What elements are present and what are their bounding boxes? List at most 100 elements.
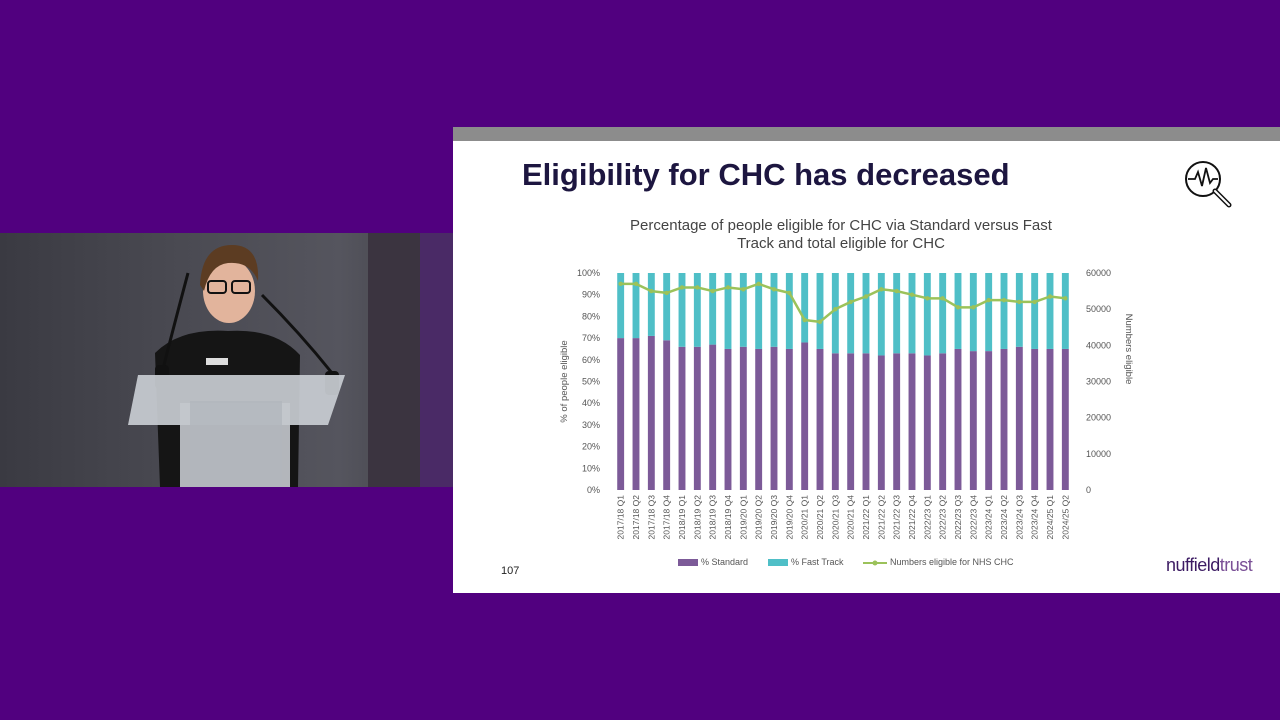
numbers-eligible-point (664, 290, 669, 296)
bar-standard (1015, 346, 1023, 490)
bar-standard (985, 351, 993, 490)
x-tick-label: 2022/23 Q3 (953, 495, 963, 540)
y-tick-label: 90% (582, 290, 600, 300)
bar-standard (617, 338, 625, 490)
x-tick-label: 2023/24 Q4 (1030, 495, 1040, 540)
search-pulse-icon (1185, 161, 1232, 208)
legend-numbers-eligible: Numbers eligible for NHS CHC (863, 557, 1014, 567)
numbers-eligible-point (756, 281, 761, 287)
x-tick-label: 2024/25 Q2 (1060, 495, 1070, 540)
bar-standard (831, 353, 839, 490)
y-tick-label: 80% (582, 311, 600, 321)
x-tick-label: 2021/22 Q4 (907, 495, 917, 540)
numbers-eligible-point (802, 317, 807, 323)
x-tick-label: 2017/18 Q4 (662, 495, 672, 540)
y-tick-label: 70% (582, 333, 600, 343)
x-tick-label: 2018/19 Q4 (723, 495, 733, 540)
numbers-eligible-point (971, 305, 976, 310)
bar-fast-track (739, 273, 747, 347)
bar-standard (724, 348, 732, 490)
chart: 0% 10% 20% 30% 40% 50% 60% 70% 80% 90% 100% 0 10000 2… (559, 268, 1134, 540)
numbers-eligible-point (833, 306, 838, 312)
x-tick-label: 2022/23 Q1 (922, 495, 932, 540)
numbers-eligible-point (771, 287, 777, 292)
x-tick-label: 2021/22 Q3 (892, 495, 902, 540)
bar-fast-track (678, 273, 686, 347)
x-tick-label: 2022/23 Q4 (968, 495, 978, 540)
y-tick-label: 40% (582, 398, 600, 408)
numbers-eligible-point (649, 288, 654, 294)
y2-tick-label: 50000 (1086, 304, 1111, 314)
bar-fast-track (847, 273, 855, 354)
bar-fast-track (1000, 273, 1008, 349)
numbers-eligible-point (909, 292, 915, 297)
y-tick-label: 50% (582, 377, 600, 387)
numbers-eligible-point (848, 299, 853, 305)
bar-standard (908, 353, 916, 490)
y2-tick-label: 30000 (1086, 377, 1111, 387)
x-tick-label: 2019/20 Q1 (738, 495, 748, 540)
bar-standard (785, 348, 793, 490)
y-tick-label: 100% (577, 268, 600, 278)
x-tick-label: 2020/21 Q4 (846, 495, 856, 540)
bar-standard (739, 346, 747, 490)
speaker-video (0, 233, 453, 487)
x-tick-label: 2021/22 Q2 (876, 495, 886, 540)
numbers-eligible-point (710, 288, 715, 294)
y-tick-label: 20% (582, 442, 600, 452)
numbers-eligible-point (863, 294, 869, 299)
y-tick-label: 0% (587, 485, 600, 495)
numbers-eligible-point (1017, 299, 1022, 305)
numbers-eligible-point (725, 285, 731, 290)
y2-tick-label: 60000 (1086, 268, 1111, 278)
x-tick-label: 2019/20 Q4 (784, 495, 794, 540)
bar-fast-track (1031, 273, 1039, 349)
slide-top-bar (453, 127, 1280, 141)
bar-fast-track (939, 273, 947, 354)
bar-standard (678, 346, 686, 490)
x-tick-label: 2019/20 Q3 (769, 495, 779, 540)
legend-fast-track-label: % Fast Track (791, 557, 844, 567)
x-tick-label: 2023/24 Q1 (984, 495, 994, 540)
bar-fast-track (785, 273, 793, 349)
numbers-eligible-point (879, 287, 884, 292)
x-tick-label: 2017/18 Q2 (631, 495, 641, 540)
logo-word-nuffield: nuffield (1166, 555, 1220, 575)
bar-fast-track (816, 273, 824, 349)
bar-fast-track (954, 273, 962, 349)
numbers-eligible-point (894, 288, 899, 294)
x-tick-label: 2020/21 Q1 (800, 495, 810, 540)
legend-standard-label: % Standard (701, 557, 749, 567)
bar-fast-track (877, 273, 885, 356)
bar-standard (862, 353, 870, 490)
bar-fast-track (1015, 273, 1023, 347)
bar-fast-track (724, 273, 732, 349)
x-tick-label: 2020/21 Q2 (815, 495, 825, 540)
bar-standard (923, 355, 931, 490)
y-tick-label: 10% (582, 463, 600, 473)
numbers-eligible-point (1047, 294, 1053, 299)
bar-standard (632, 338, 640, 490)
nuffield-trust-logo: nuffieldtrust (1166, 555, 1253, 576)
y-tick-label: 30% (582, 420, 600, 430)
bar-fast-track (632, 273, 640, 339)
bar-standard (755, 348, 763, 490)
legend-numbers-swatch (863, 560, 887, 566)
bar-fast-track (831, 273, 839, 354)
numbers-eligible-point (1001, 297, 1007, 303)
speaker-scene (128, 233, 453, 487)
bar-standard (693, 346, 701, 490)
logo-word-trust: trust (1219, 555, 1253, 575)
y2-tick-label: 0 (1086, 485, 1091, 495)
x-tick-label: 2018/19 Q1 (677, 495, 687, 540)
bar-standard (1061, 348, 1069, 490)
bar-fast-track (985, 273, 993, 352)
numbers-eligible-point (817, 319, 823, 325)
x-tick-label: 2021/22 Q1 (861, 495, 871, 540)
y2-axis-label: Numbers eligible (1123, 314, 1134, 385)
numbers-eligible-point (955, 305, 961, 310)
x-tick-label: 2018/19 Q2 (692, 495, 702, 540)
bar-fast-track (755, 273, 763, 349)
bar-fast-track (908, 273, 916, 354)
slide: Eligibility for CHC has decreased Percen… (453, 127, 1280, 593)
